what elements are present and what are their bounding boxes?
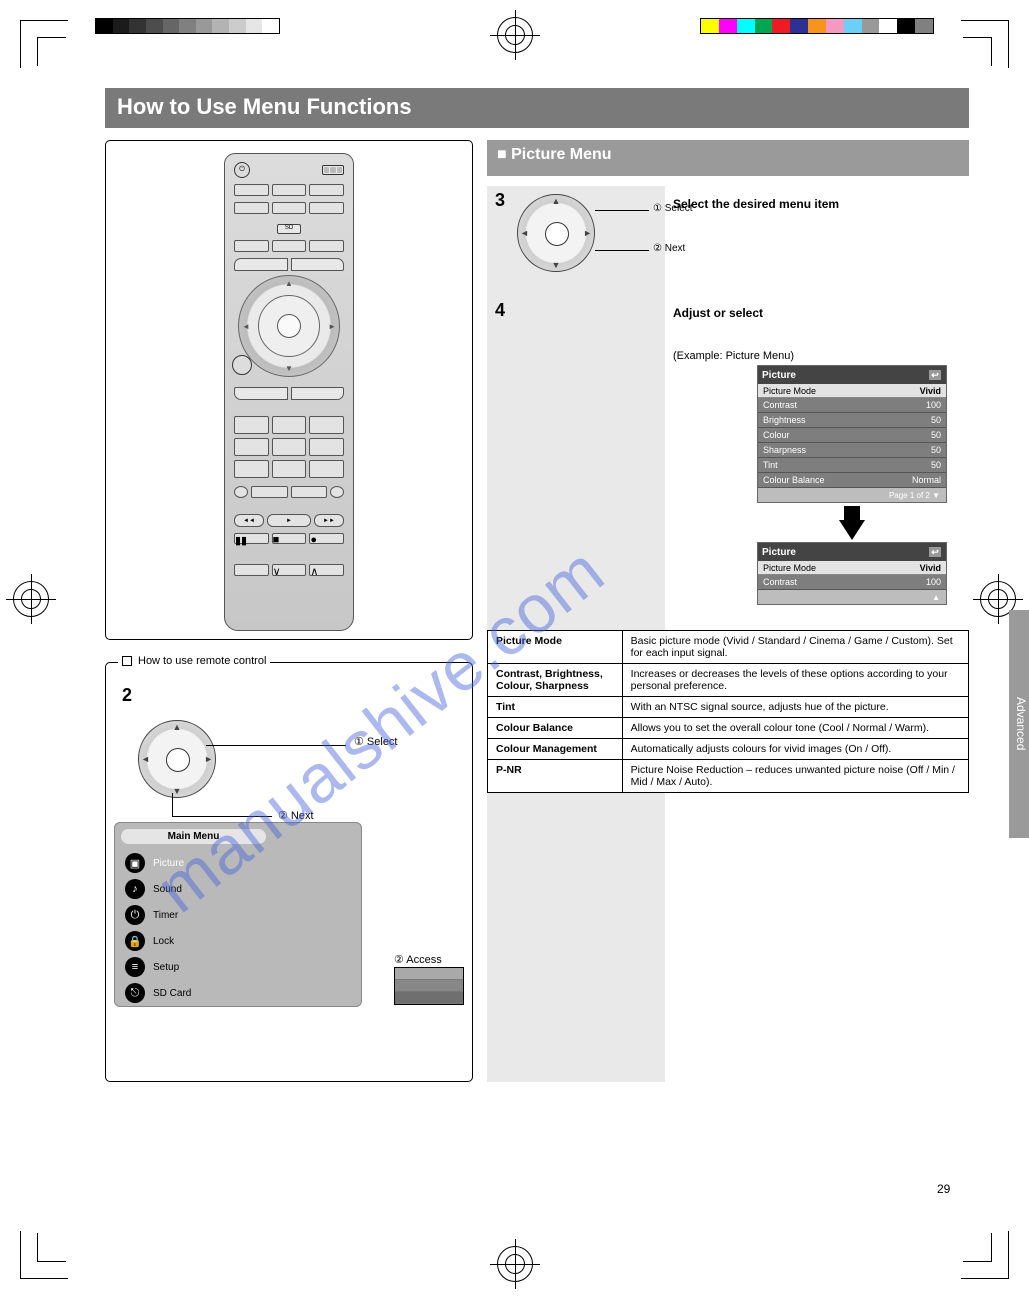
picture-menu-screenshot: Picture↩Picture ModeVividContrast100Brig… — [757, 365, 947, 503]
section-title: ■ Picture Menu — [487, 140, 969, 176]
page-number: 29 — [937, 1182, 950, 1196]
crop-mark-tr — [961, 20, 1009, 68]
step4-text: Adjust or select — [673, 305, 763, 321]
step3-text: Select the desired menu item — [673, 196, 933, 212]
step-4-number: 4 — [495, 300, 505, 321]
indicator-icon — [322, 165, 344, 175]
register-target-top — [494, 14, 536, 56]
step3-select: ① Select — [653, 202, 693, 216]
help-label: How to use remote control — [118, 655, 270, 667]
step-3-number: 3 — [495, 190, 505, 211]
howto-panel: How to use remote control 2 ▲▼◄► ① Selec… — [105, 662, 473, 1082]
dpad-diagram: ▲▼◄► — [138, 720, 218, 800]
step3-next: ② Next — [653, 242, 685, 256]
main-menu-title: Main Menu — [121, 829, 266, 844]
picture-options-table: Picture ModeBasic picture mode (Vivid / … — [487, 630, 969, 793]
crop-mark-bl — [20, 1231, 68, 1279]
access-strip — [394, 967, 464, 1005]
register-target-left — [10, 578, 52, 620]
main-menu-item: ⎋SD Card — [115, 980, 361, 1006]
crop-mark-tl — [20, 20, 68, 68]
register-target-bottom — [494, 1243, 536, 1285]
sd-slot-icon: SD — [277, 224, 301, 234]
picture-menu-screenshot-2: Picture↩Picture ModeVividContrast100▲ — [757, 542, 947, 605]
crop-mark-br — [961, 1231, 1009, 1279]
step-select-label: ① Select — [354, 735, 398, 748]
color-calibration-strip — [700, 18, 934, 34]
step3-dpad: ▲▼◄► — [517, 194, 597, 274]
main-menu-screenshot: Main Menu ▣Picture♪Sound⏻Timer🔒Lock≡Setu… — [114, 822, 362, 1007]
main-menu-item: ⏻Timer — [115, 902, 361, 928]
ok-button-icon — [277, 314, 301, 338]
access-label: ② Access — [394, 953, 442, 966]
side-tab: Advanced — [1009, 610, 1029, 838]
step-2-number: 2 — [122, 685, 464, 706]
down-arrow-icon — [839, 520, 865, 540]
main-menu-item: 🔒Lock — [115, 928, 361, 954]
remote-control-illustration: ⏻ SD ▲▼◄► — [224, 153, 354, 631]
page-title: How to Use Menu Functions — [105, 88, 969, 128]
exit-button-icon — [232, 355, 252, 375]
main-menu-item: ▣Picture — [115, 850, 361, 876]
grayscale-calibration-strip — [95, 18, 280, 34]
main-menu-item: ♪Sound — [115, 876, 361, 902]
power-button-icon: ⏻ — [234, 162, 250, 178]
step-next-label: ② Next — [278, 809, 314, 822]
dpad-ring-icon: ▲▼◄► — [238, 275, 340, 377]
help-label-text: How to use remote control — [138, 655, 266, 667]
example-label: (Example: Picture Menu) — [673, 350, 794, 362]
main-menu-item: ≡Setup — [115, 954, 361, 980]
remote-panel: ⏻ SD ▲▼◄► — [105, 140, 473, 640]
